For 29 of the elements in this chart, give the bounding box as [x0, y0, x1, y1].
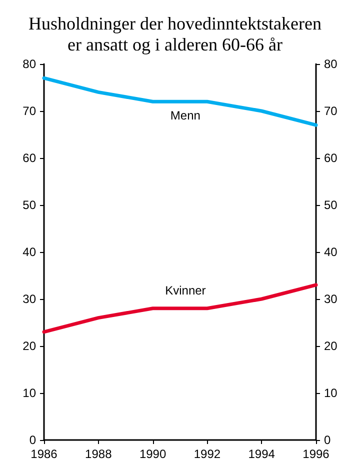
x-tick-label: 1994 [248, 447, 276, 461]
x-tick-label: 1990 [139, 447, 166, 461]
y-tick-label: 70 [22, 104, 36, 118]
x-tick-label: 1986 [30, 447, 58, 461]
y2-tick-label: 40 [324, 245, 338, 259]
line-series [42, 283, 318, 334]
y2-tick-label: 70 [324, 104, 338, 118]
series-label: Menn [170, 108, 200, 123]
y-tick-label: 40 [22, 245, 36, 259]
x-tick-label: 1988 [85, 447, 112, 461]
x-tick-label: 1992 [194, 447, 221, 461]
y2-tick-label: 30 [324, 292, 338, 306]
y-tick-label: 50 [22, 198, 36, 212]
series-label: Kvinner [165, 283, 206, 298]
y-tick-label: 30 [22, 292, 36, 306]
y-tick-label: 0 [29, 433, 36, 447]
y2-tick-label: 10 [324, 386, 338, 400]
chart-title: Husholdninger der hovedinntektstakeren er ansatt og i alderen 60-66 år [28, 14, 322, 54]
y2-tick-label: 50 [324, 198, 338, 212]
y2-tick-label: 80 [324, 57, 338, 71]
y-tick-label: 60 [22, 151, 36, 165]
x-tick-label: 1996 [302, 447, 330, 461]
y2-tick-label: 20 [324, 339, 338, 353]
y2-tick-label: 60 [324, 151, 338, 165]
y-tick-label: 10 [22, 386, 36, 400]
y-tick-label: 20 [22, 339, 36, 353]
y2-tick-label: 0 [324, 433, 331, 447]
y-tick-label: 80 [22, 57, 36, 71]
line-series [42, 76, 318, 127]
